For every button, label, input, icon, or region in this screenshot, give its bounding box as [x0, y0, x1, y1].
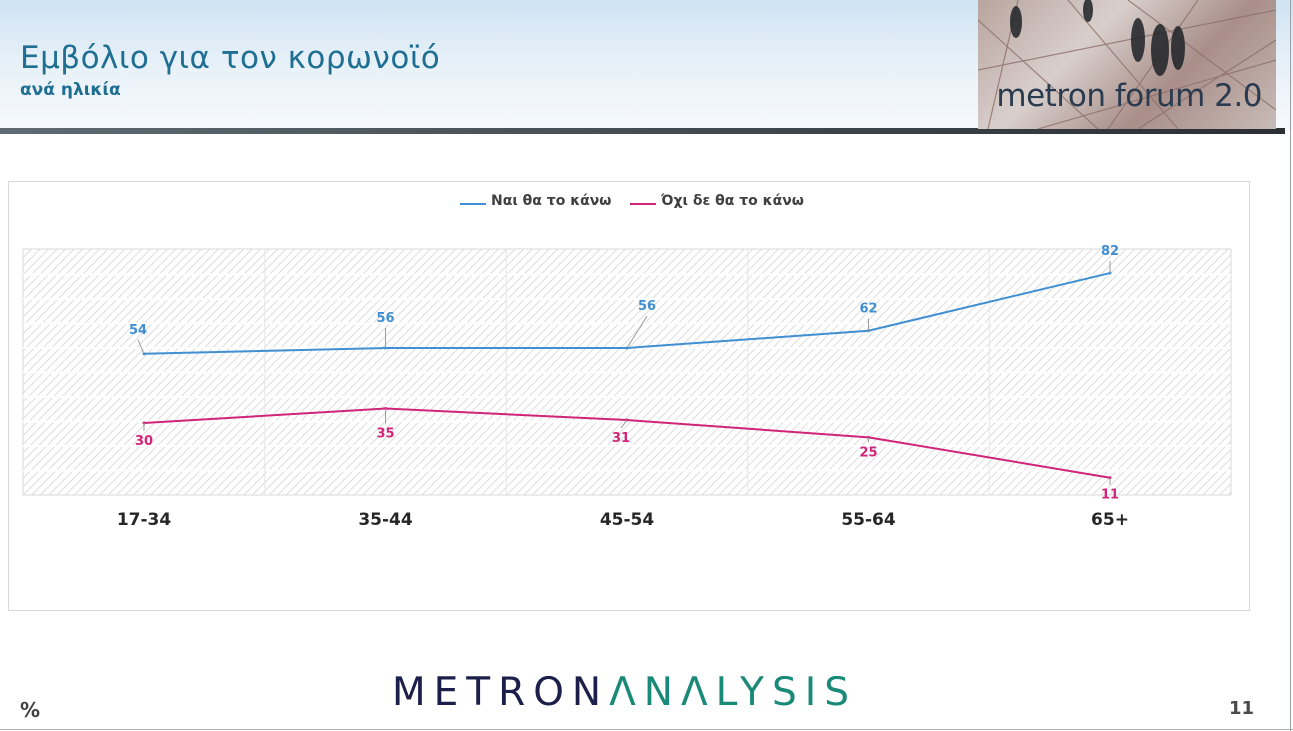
data-label-leader: [620, 419, 628, 429]
legend-line-no: [630, 203, 656, 205]
data-label-no-17-34: 30: [135, 434, 153, 449]
metron-analysis-brand: METRONΛNΛLYSIS: [392, 670, 857, 715]
unit-label: %: [20, 698, 41, 722]
data-label-no-55-64: 25: [859, 445, 877, 460]
data-label-yes-55-64: 62: [859, 302, 877, 317]
metron-forum-logo: metron forum 2.0: [978, 0, 1276, 129]
x-tick-label: 35-44: [358, 510, 413, 530]
brand-analysis: ΛNΛLYSIS: [609, 670, 858, 715]
data-label-no-65+: 11: [1101, 488, 1119, 503]
data-label-yes-17-34: 54: [129, 323, 147, 338]
data-label-no-45-54: 31: [612, 431, 630, 446]
data-label-leader: [626, 315, 648, 349]
slide-title: Εμβόλιο για τον κορωνοϊό: [20, 40, 441, 76]
data-label-yes-45-54: 56: [638, 299, 656, 314]
legend-label-no: Όχι δε θα το κάνω: [661, 193, 804, 209]
x-tick-label: 55-64: [841, 510, 896, 530]
data-label-yes-35-44: 56: [376, 311, 394, 326]
data-label-leader: [137, 339, 145, 354]
header-shadow-bar: [0, 128, 1285, 134]
slide-right-border: [1290, 0, 1291, 731]
logo-background-pattern: [978, 0, 1276, 129]
x-tick-label: 45-54: [600, 510, 655, 530]
logo-text: metron forum 2.0: [996, 78, 1262, 114]
brand-metron: METRON: [392, 670, 610, 715]
slide-bottom-border: [0, 729, 1293, 730]
legend-line-yes: [460, 203, 486, 205]
data-label-no-35-44: 35: [376, 427, 394, 442]
x-tick-label: 17-34: [117, 510, 172, 530]
data-label-yes-65+: 82: [1101, 244, 1119, 259]
legend-label-yes: Ναι θα το κάνω: [491, 193, 612, 209]
page-number: 11: [1229, 698, 1255, 719]
x-tick-label: 65+: [1091, 510, 1129, 530]
slide-subtitle: ανά ηλικία: [20, 80, 121, 100]
